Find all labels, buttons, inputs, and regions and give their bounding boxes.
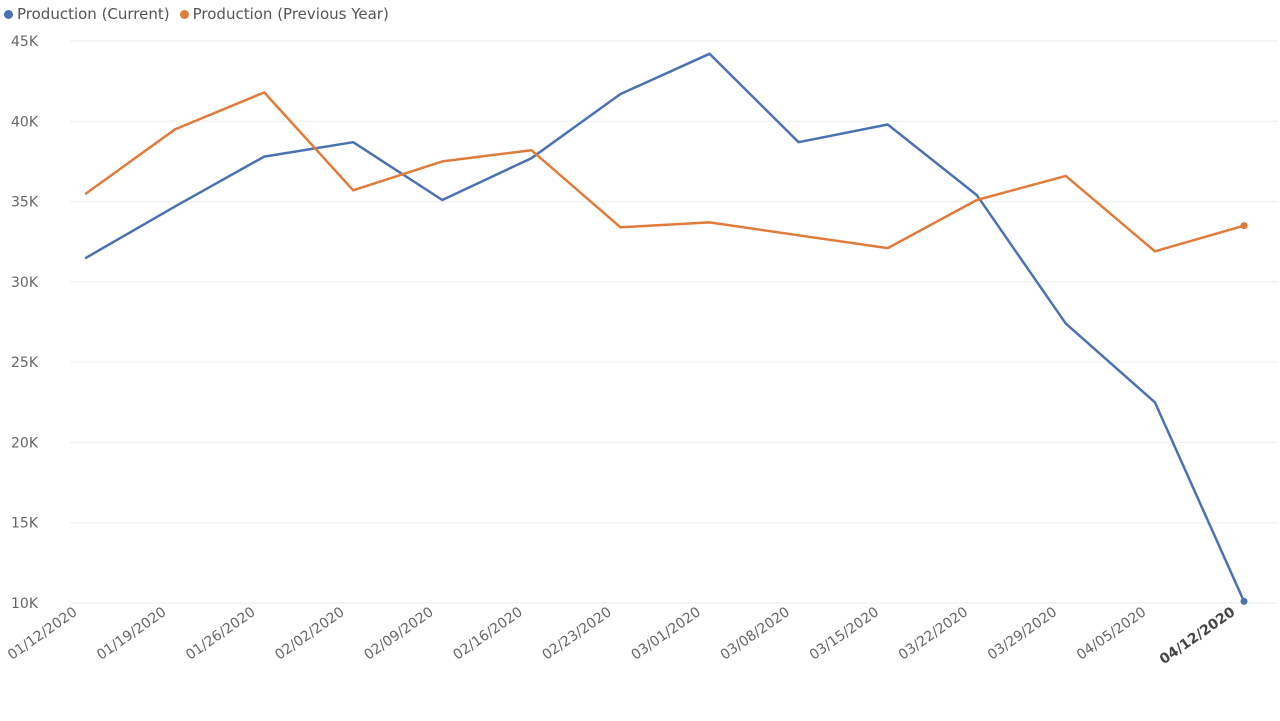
x-tick-label: 04/05/2020 <box>1074 604 1149 663</box>
series-end-point-current <box>1240 597 1248 605</box>
x-tick-label: 03/15/2020 <box>807 604 882 663</box>
legend-item-current[interactable]: Production (Current) <box>4 5 170 23</box>
legend: Production (Current) Production (Previou… <box>4 4 399 24</box>
legend-item-previous-year[interactable]: Production (Previous Year) <box>179 5 389 23</box>
legend-marker-previous-year <box>179 9 189 19</box>
series-line-current <box>84 52 1246 603</box>
y-tick-label: 45K <box>11 34 39 50</box>
legend-marker-current <box>4 9 13 19</box>
x-tick-label: 01/26/2020 <box>183 604 258 663</box>
x-tick-label: 01/12/2020 <box>5 604 80 663</box>
x-tick-label: 04/12/2020 <box>1157 604 1239 668</box>
x-tick-label: 03/29/2020 <box>985 604 1060 663</box>
x-tick-label: 03/08/2020 <box>718 604 793 663</box>
y-tick-label: 25K <box>11 355 39 371</box>
legend-label-current: Production (Current) <box>17 5 170 23</box>
x-tick-label: 02/09/2020 <box>361 604 436 663</box>
series-end-point-previous-year <box>1240 222 1248 230</box>
y-tick-label: 20K <box>11 435 39 451</box>
series-line-previous-year <box>84 91 1246 253</box>
y-tick-label: 35K <box>11 195 39 211</box>
x-tick-label: 01/19/2020 <box>94 604 169 663</box>
x-tick-label: 03/01/2020 <box>629 604 704 663</box>
y-tick-label: 40K <box>11 114 39 130</box>
x-tick-label: 02/02/2020 <box>272 604 347 663</box>
y-tick-label: 15K <box>11 516 39 532</box>
y-tick-label: 10K <box>11 596 39 612</box>
legend-label-previous-year: Production (Previous Year) <box>192 5 389 23</box>
x-tick-label: 02/23/2020 <box>539 604 614 663</box>
y-tick-label: 30K <box>11 275 39 291</box>
x-tick-label: 02/16/2020 <box>450 604 525 663</box>
x-tick-label: 03/22/2020 <box>896 604 971 663</box>
